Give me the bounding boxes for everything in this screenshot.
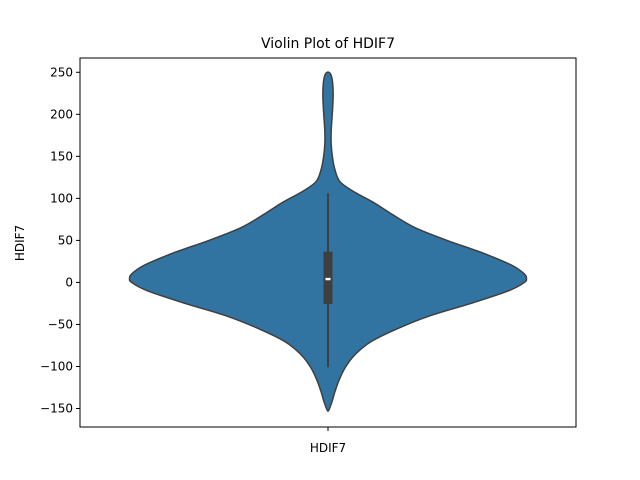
chart-title: Violin Plot of HDIF7	[261, 36, 395, 52]
y-tick-label: 200	[50, 107, 73, 121]
y-tick-label: 150	[50, 149, 73, 163]
y-tick-label: 0	[65, 275, 73, 289]
x-tick-label: HDIF7	[310, 441, 346, 455]
box-iqr	[323, 251, 333, 304]
y-tick-label: −150	[40, 402, 73, 416]
y-tick-label: 50	[58, 233, 73, 247]
y-tick-label: 250	[50, 65, 73, 79]
y-axis-label: HDIF7	[13, 225, 27, 261]
box-median	[325, 277, 331, 281]
y-tick-label: 100	[50, 191, 73, 205]
y-tick-label: −50	[48, 317, 73, 331]
plot-area: −150 −100 −50 0 50 100 150 200 250 HDIF7	[40, 57, 577, 455]
y-tick-label: −100	[40, 359, 73, 373]
